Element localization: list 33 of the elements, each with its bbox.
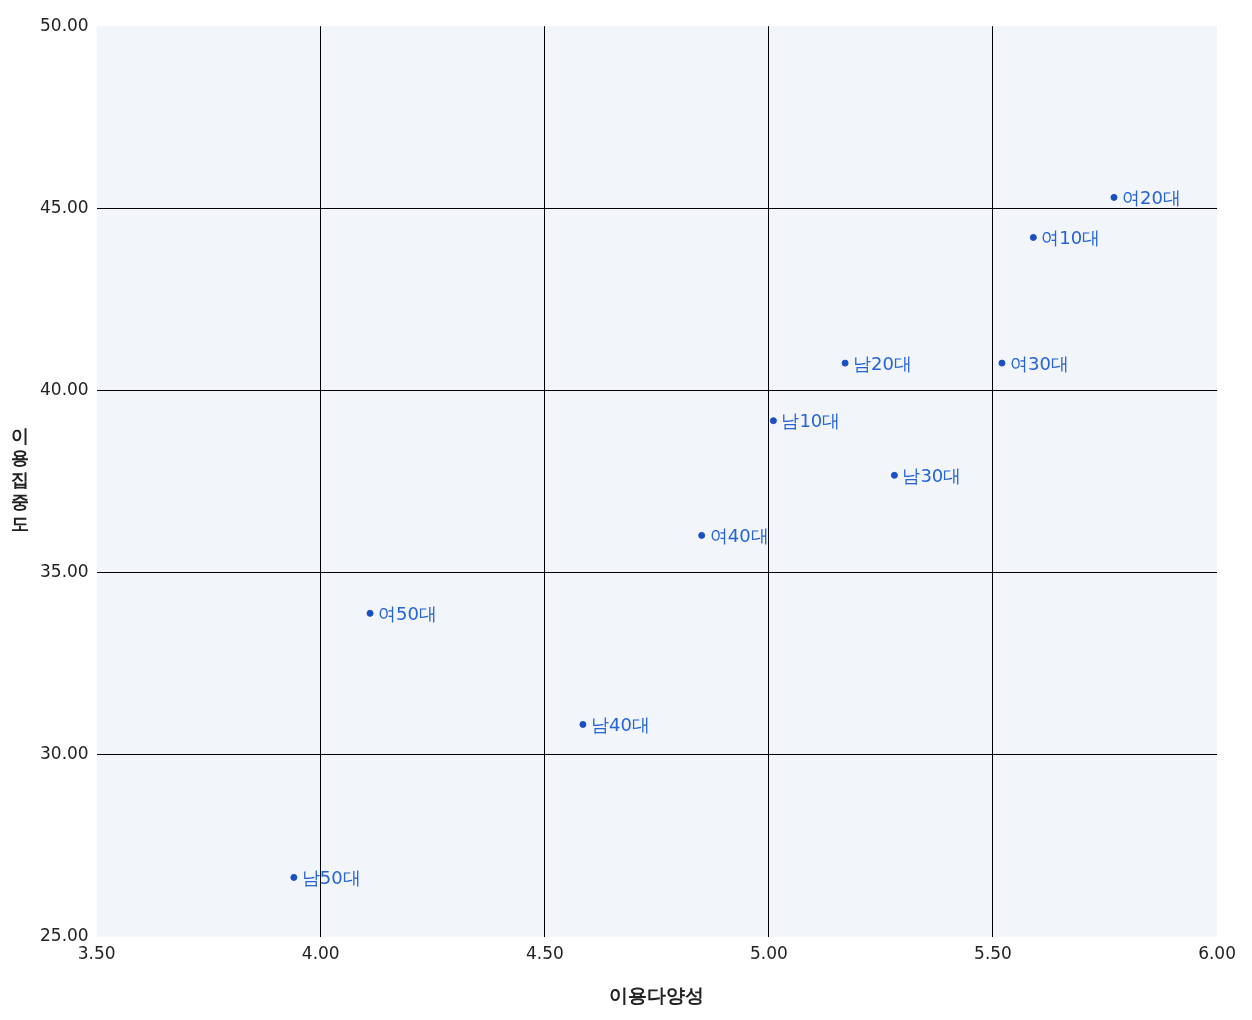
annotation: 여20대 — [1122, 187, 1181, 209]
annotation: 남20대 — [853, 352, 913, 374]
x-axis-title: 이용다양성 — [609, 983, 705, 1006]
x-tick-label: 4.50 — [525, 943, 564, 964]
annotation: 여40대 — [709, 525, 769, 547]
x-tick-label: 4.00 — [301, 943, 340, 964]
point — [698, 531, 706, 539]
y-tick-label: 30.00 — [40, 743, 89, 764]
x-tick-label: 5.50 — [974, 943, 1012, 964]
point — [769, 417, 777, 425]
annotation: 남40대 — [590, 714, 650, 736]
annotation: 남30대 — [902, 464, 962, 486]
x-tick-label: 5.00 — [749, 943, 788, 964]
y-tick-label: 40.00 — [40, 378, 89, 399]
y-tick-label: 50.00 — [40, 14, 89, 35]
annotation: 여30대 — [1009, 352, 1069, 374]
point — [290, 873, 298, 881]
point — [841, 359, 849, 367]
x-tick-label: 3.50 — [77, 943, 116, 964]
x-tick-label: 6.00 — [1198, 943, 1236, 964]
y-tick-label: 35.00 — [40, 560, 89, 581]
point — [890, 471, 898, 479]
point — [366, 609, 374, 617]
y-tick-label: 25.00 — [40, 925, 89, 946]
annotation: 여10대 — [1041, 227, 1101, 249]
y-axis-title: 이용집중도 — [11, 425, 29, 535]
point — [1110, 193, 1118, 201]
point — [1029, 233, 1037, 241]
point — [998, 359, 1006, 367]
point — [579, 720, 587, 728]
annotation: 여50대 — [378, 603, 437, 625]
annotation: 남10대 — [781, 410, 841, 432]
y-tick-label: 45.00 — [40, 196, 89, 217]
